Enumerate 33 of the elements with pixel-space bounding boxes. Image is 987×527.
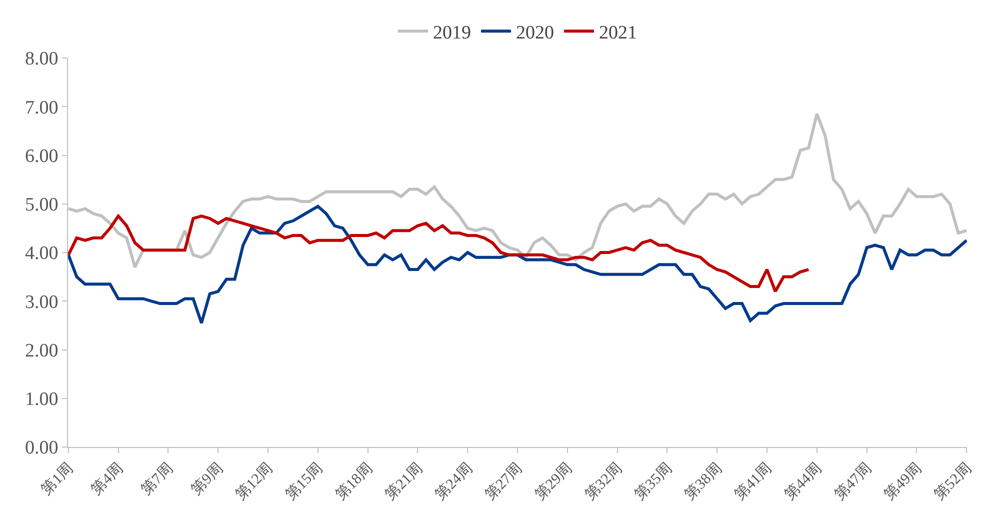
y-tick-label: 8.00 [24, 48, 58, 70]
y-tick-label: 6.00 [24, 146, 58, 167]
x-tick-label: 第9周 [188, 460, 226, 498]
y-tick-label: 0.00 [24, 438, 58, 459]
x-tick-label: 第29周 [532, 460, 576, 504]
legend-label: 2019 [433, 22, 471, 44]
legend-label: 2020 [516, 22, 554, 44]
x-tick-label: 第35周 [631, 460, 676, 504]
x-tick-label: 第4周 [88, 460, 126, 498]
legend-label: 2021 [599, 22, 637, 44]
x-tick-label: 第52周 [930, 460, 975, 504]
line-series [68, 204, 967, 325]
x-tick-label: 第41周 [731, 460, 776, 504]
x-tick-label: 第1周 [38, 460, 77, 498]
x-tick-label: 第47周 [831, 460, 875, 504]
x-tick-label: 第15周 [282, 460, 326, 504]
x-tick-label: 第18周 [332, 460, 376, 504]
x-tick-label: 第38周 [681, 460, 726, 504]
x-tick-label: 第32周 [582, 460, 626, 504]
y-tick-label: 1.00 [24, 389, 58, 410]
x-tick-label: 第24周 [432, 460, 476, 504]
y-tick-label: 5.00 [24, 194, 58, 216]
x-tick-label: 第21周 [382, 460, 426, 504]
y-tick-label: 4.00 [24, 243, 58, 264]
x-tick-label: 第49周 [880, 460, 925, 504]
y-tick-label: 2.00 [24, 340, 58, 362]
x-tick-label: 第7周 [138, 460, 176, 498]
x-tick-label: 第12周 [232, 460, 276, 504]
x-tick-label: 第44周 [781, 460, 826, 504]
line-series [68, 214, 810, 293]
y-tick-label: 7.00 [24, 97, 58, 118]
y-tick-label: 3.00 [24, 292, 58, 313]
x-tick-label: 第27周 [482, 460, 526, 504]
